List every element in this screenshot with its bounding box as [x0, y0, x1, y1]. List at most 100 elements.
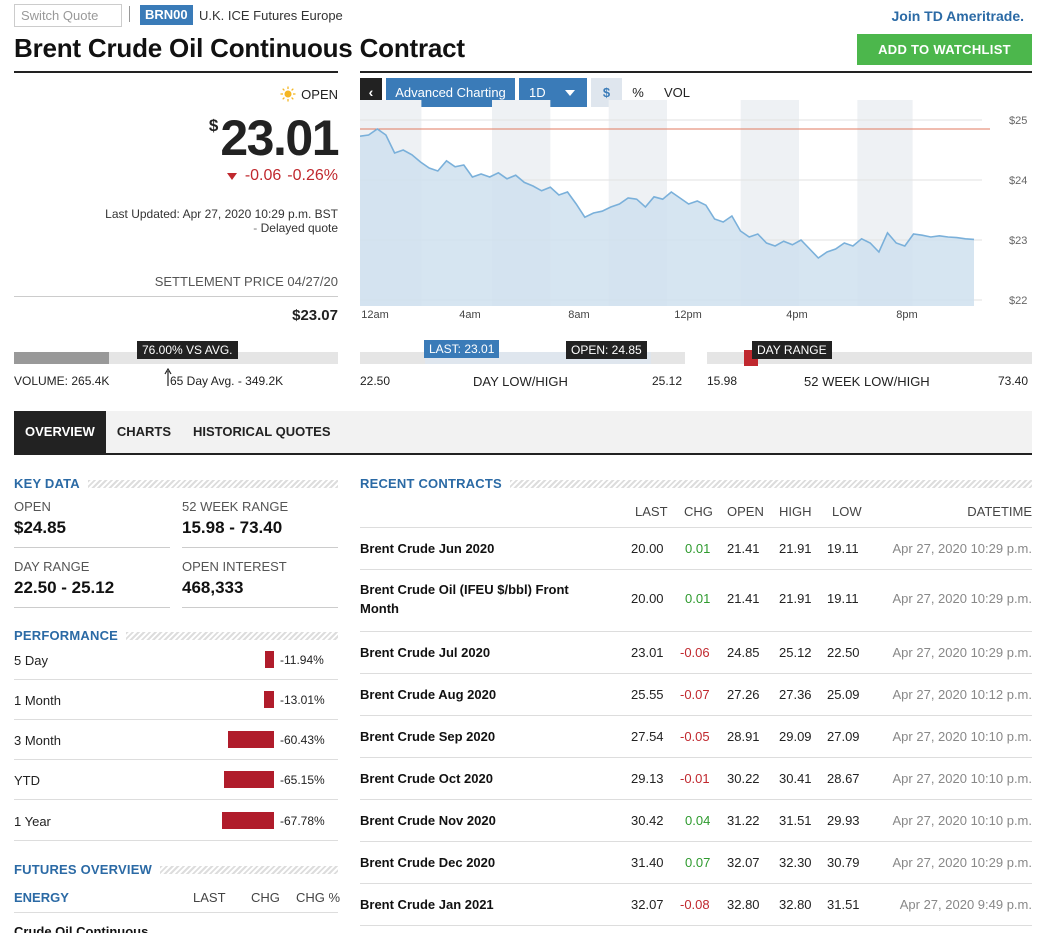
performance-percent: -13.01%	[280, 693, 325, 707]
contract-last: 25.55	[631, 687, 664, 702]
table-row[interactable]: Brent Crude Jun 2020 20.00 0.01 21.41 21.91 1…	[360, 528, 1032, 570]
week52-day-range-badge: DAY RANGE	[752, 341, 832, 359]
chart-x-tick: 4pm	[786, 309, 807, 321]
contract-change: 0.04	[685, 813, 711, 828]
contract-name[interactable]: Brent Crude Dec 2020	[360, 855, 496, 870]
day-last-badge: LAST: 23.01	[424, 340, 500, 358]
futures-col-chg: CHG	[251, 890, 280, 905]
contract-name[interactable]: Brent Crude Jul 2020	[360, 645, 491, 660]
chart-series-line	[360, 128, 975, 260]
contract-low: 28.67	[827, 771, 860, 786]
table-row[interactable]: Brent Crude Aug 2020 25.55 -0.07 27.26 27.36…	[360, 674, 1032, 716]
chart-x-tick: 4am	[459, 309, 480, 321]
last-price: $ 23.01	[209, 110, 340, 166]
day-high: 25.12	[652, 374, 683, 388]
performance-percent: -67.78%	[280, 814, 325, 828]
futures-overview-title: FUTURES OVERVIEW	[14, 862, 153, 877]
kd-range-value: 15.98 - 73.40	[182, 518, 283, 537]
performance-row: 1 Month -13.01%	[14, 680, 338, 720]
week52-low: 15.98	[707, 374, 738, 388]
performance-label: 1 Month	[14, 693, 61, 708]
contract-datetime: Apr 27, 2020 10:10 p.m.	[892, 771, 1032, 786]
contract-name[interactable]: Brent Crude Oct 2020	[360, 771, 493, 786]
chart-back-button[interactable]: ‹	[360, 78, 382, 107]
performance-percent: -65.15%	[280, 773, 325, 787]
table-row[interactable]: Brent Crude Nov 2020 30.42 0.04 31.22 31.51 2…	[360, 800, 1032, 842]
add-to-watchlist-button[interactable]: ADD TO WATCHLIST	[857, 34, 1032, 65]
interval-select-value: 1D	[529, 85, 546, 100]
price-change: -0.06 -0.26%	[226, 167, 338, 185]
percent-toggle[interactable]: %	[632, 85, 644, 100]
delayed-quote-text: Delayed quote	[260, 221, 338, 235]
contract-open: 31.22	[727, 813, 760, 828]
up-arrow-icon	[164, 368, 172, 386]
switch-quote-input[interactable]: Switch Quote	[14, 4, 122, 27]
chart-x-tick: 8am	[568, 309, 589, 321]
contract-name[interactable]: Brent Crude Jan 2021	[360, 897, 494, 912]
key-data-title: KEY DATA	[14, 476, 80, 491]
table-row[interactable]: Brent Crude Jan 2021 32.07 -0.08 32.80 32.80…	[360, 884, 1032, 926]
main-tabs: OVERVIEW CHARTS HISTORICAL QUOTES	[14, 411, 1032, 455]
futures-row-crude-oil[interactable]: Crude Oil Continuous	[14, 924, 149, 933]
tab-overview[interactable]: OVERVIEW	[14, 411, 106, 453]
price-chart[interactable]: $25 $24 $23 $22 12am 4am 8am 12pm 4pm 8pm	[360, 72, 1032, 332]
chevron-down-icon	[565, 90, 575, 96]
performance-row: YTD -65.15%	[14, 760, 338, 800]
performance-row: 5 Day -11.94%	[14, 640, 338, 680]
contract-name[interactable]: Brent Crude Nov 2020	[360, 813, 496, 828]
table-row[interactable]: Brent Crude Dec 2020 31.40 0.07 32.07 32.30 3…	[360, 842, 1032, 884]
contract-change: -0.05	[680, 729, 710, 744]
performance-row: 3 Month -60.43%	[14, 720, 338, 760]
join-td-ameritrade-link[interactable]: Join TD Ameritrade.	[891, 8, 1024, 24]
contract-datetime: Apr 27, 2020 10:10 p.m.	[892, 729, 1032, 744]
chart-y-tick: $25	[1009, 115, 1027, 127]
tab-charts[interactable]: CHARTS	[116, 424, 172, 439]
table-row[interactable]: Brent Crude Oct 2020 29.13 -0.01 30.22 30.41…	[360, 758, 1032, 800]
contract-low: 19.11	[827, 591, 859, 606]
contract-name[interactable]: Brent Crude Sep 2020	[360, 729, 496, 744]
contract-change: -0.06	[680, 645, 710, 660]
rc-col-high: HIGH	[779, 504, 812, 519]
chart-x-tick: 12am	[361, 309, 389, 321]
contract-open: 32.07	[727, 855, 760, 870]
day-range-label: DAY LOW/HIGH	[473, 374, 568, 389]
kd-divider	[14, 547, 170, 548]
rc-col-low: LOW	[832, 504, 862, 519]
key-data-header: KEY DATA	[14, 476, 338, 491]
table-row[interactable]: Brent Crude Sep 2020 27.54 -0.05 28.91 29.09…	[360, 716, 1032, 758]
price-value: 23.01	[220, 110, 339, 166]
volume-bar-fill	[14, 352, 109, 364]
settlement-value: $23.07	[292, 307, 338, 324]
contract-change: -0.08	[680, 897, 710, 912]
week52-high: 73.40	[998, 374, 1029, 388]
contract-change: -0.07	[680, 687, 710, 702]
contract-last: 20.00	[631, 591, 664, 606]
futures-overview-header: FUTURES OVERVIEW	[14, 862, 338, 877]
contract-open: 30.22	[727, 771, 760, 786]
performance-label: YTD	[14, 773, 40, 788]
settlement-divider	[14, 296, 338, 297]
volume-label: VOLUME: 265.4K	[14, 374, 110, 388]
contract-datetime: Apr 27, 2020 10:12 p.m.	[892, 687, 1032, 702]
exchange-label: U.K. ICE Futures Europe	[199, 8, 343, 23]
volume-toggle[interactable]: VOL	[663, 85, 690, 100]
contract-name[interactable]: Brent Crude Aug 2020	[360, 687, 497, 702]
contract-name[interactable]: Brent Crude Jun 2020	[360, 541, 495, 556]
contract-high: 31.51	[779, 813, 812, 828]
contract-high: 21.91	[779, 541, 812, 556]
contract-low: 29.93	[827, 813, 860, 828]
contract-change: 0.07	[685, 855, 711, 870]
day-open-badge: OPEN: 24.85	[566, 341, 647, 359]
contract-name[interactable]: Brent Crude Oil (IFEU $/bbl) Front Month	[360, 582, 569, 616]
hatch-divider	[160, 865, 338, 874]
table-row[interactable]: Brent Crude Jul 2020 23.01 -0.06 24.85 25.12…	[360, 632, 1032, 674]
table-row[interactable]: Brent Crude Oil (IFEU $/bbl) Front Month…	[360, 570, 1032, 632]
contract-open: 21.41	[727, 541, 760, 556]
day-low: 22.50	[360, 374, 391, 388]
chart-y-tick: $24	[1009, 175, 1027, 187]
tab-historical-quotes[interactable]: HISTORICAL QUOTES	[193, 424, 331, 439]
contract-open: 24.85	[727, 645, 760, 660]
contract-high: 29.09	[779, 729, 812, 744]
rc-col-open: OPEN	[727, 504, 764, 519]
contract-open: 28.91	[727, 729, 760, 744]
